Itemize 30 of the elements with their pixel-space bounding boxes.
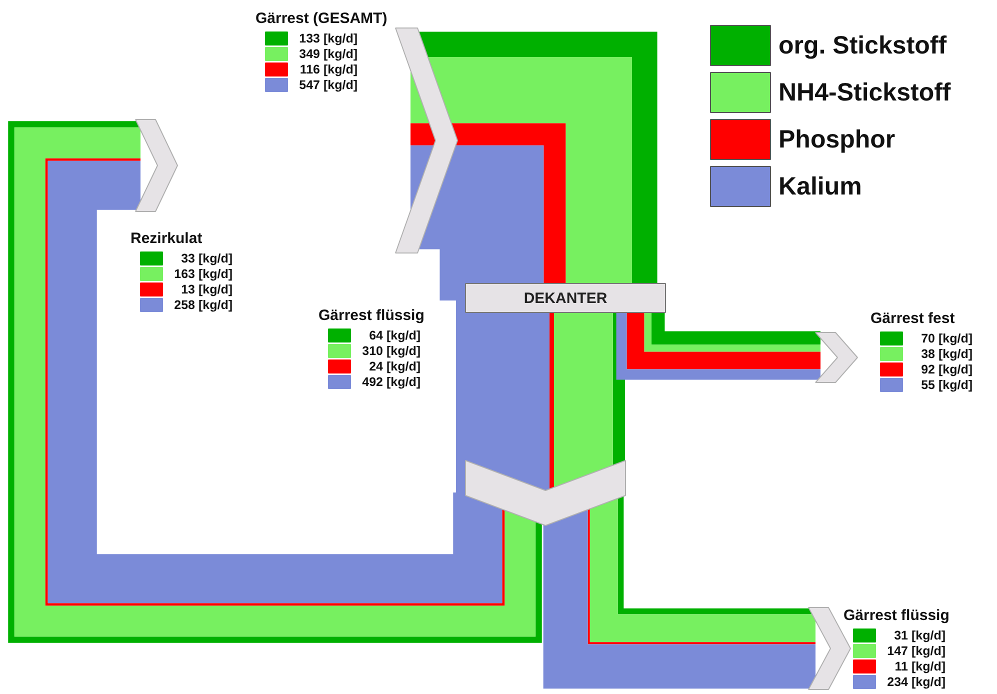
category-label: Gärrest (GESAMT) <box>256 10 388 27</box>
data-label: 310 [kg/d] <box>362 344 421 358</box>
data-label: 547 [kg/d] <box>299 78 358 92</box>
data-label: 55 [kg/d] <box>921 378 973 392</box>
category-label: Gärrest flüssig <box>318 307 424 324</box>
data-label: 147 [kg/d] <box>887 644 946 658</box>
data-label: 13 [kg/d] <box>181 282 233 296</box>
data-label: 64 [kg/d] <box>369 328 421 342</box>
data-label: 92 [kg/d] <box>921 362 973 376</box>
data-label: 116 [kg/d] <box>300 62 358 76</box>
data-label: 258 [kg/d] <box>174 298 233 312</box>
legend-label: org. Stickstoff <box>778 32 948 60</box>
data-label: 133 [kg/d] <box>299 32 358 46</box>
legend-label: NH4-Stickstoff <box>778 78 952 106</box>
legend-label: Phosphor <box>778 126 896 154</box>
text: DEKANTER <box>524 290 608 307</box>
data-label: 163 [kg/d] <box>174 267 233 281</box>
data-label: 38 [kg/d] <box>921 347 973 361</box>
category-label: Rezirkulat <box>130 230 202 247</box>
data-label: 70 [kg/d] <box>921 332 973 346</box>
data-label: 24 [kg/d] <box>369 360 421 374</box>
data-label: 492 [kg/d] <box>362 375 421 389</box>
category-label: Gärrest flüssig <box>844 607 950 624</box>
data-label: 31 [kg/d] <box>894 628 946 642</box>
data-label: 349 [kg/d] <box>299 47 358 61</box>
data-label: 234 [kg/d] <box>887 675 946 689</box>
category-label: Gärrest fest <box>870 310 955 327</box>
data-label: 33 [kg/d] <box>181 252 233 266</box>
legend-label: Kalium <box>778 172 862 200</box>
data-label: 11 [kg/d] <box>894 660 946 674</box>
